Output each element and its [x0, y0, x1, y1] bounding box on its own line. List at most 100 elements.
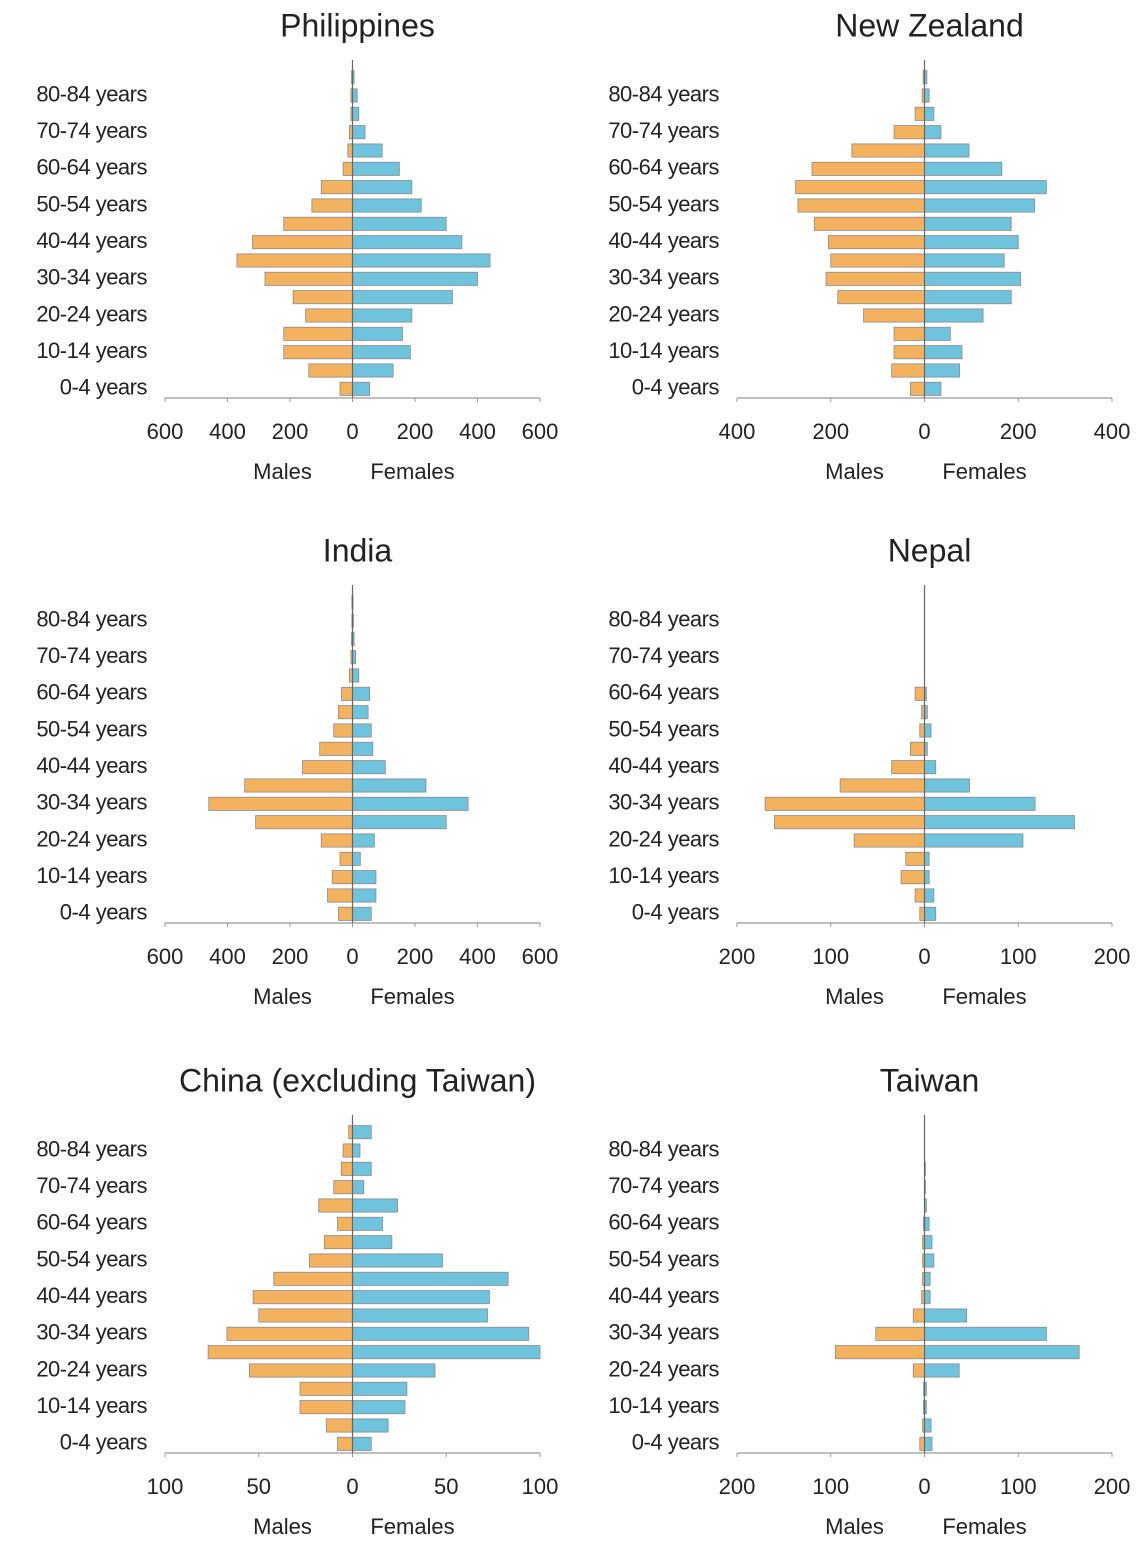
y-tick-label: 0-4 years	[632, 375, 720, 400]
bar	[352, 1253, 443, 1268]
bar	[352, 1216, 383, 1231]
bar	[318, 1198, 353, 1213]
y-tick-label: 60-64 years	[608, 155, 719, 180]
series-label: Females	[942, 984, 1026, 1009]
x-tick-label: 0	[346, 944, 358, 969]
bar	[352, 290, 453, 305]
bar	[924, 235, 1019, 250]
bar	[912, 1308, 925, 1323]
bar	[352, 870, 377, 885]
bar	[323, 1235, 353, 1250]
y-tick-label: 0-4 years	[60, 900, 148, 925]
bar	[797, 198, 925, 213]
y-tick-label: 10-14 years	[608, 863, 719, 888]
bar	[924, 1290, 931, 1305]
y-tick-label: 60-64 years	[608, 1210, 719, 1235]
y-tick-label: 70-74 years	[608, 118, 719, 143]
bar	[352, 851, 361, 866]
bar	[875, 1326, 925, 1341]
bar	[893, 326, 925, 341]
bar	[352, 253, 491, 268]
bar	[337, 1436, 353, 1451]
bar	[914, 888, 925, 903]
y-tick-label: 40-44 years	[608, 753, 719, 778]
bar	[248, 1363, 353, 1378]
x-tick-label: 100	[522, 1474, 559, 1499]
y-tick-label: 30-34 years	[608, 790, 719, 815]
bar	[924, 88, 930, 103]
x-tick-label: 0	[918, 419, 930, 444]
bar	[352, 1271, 509, 1286]
x-tick-label: 600	[147, 419, 184, 444]
bar	[352, 1125, 372, 1140]
bar	[352, 198, 422, 213]
bar	[924, 870, 930, 885]
bar	[825, 271, 925, 286]
bar	[924, 851, 930, 866]
x-tick-label: 600	[522, 419, 559, 444]
bar	[830, 253, 925, 268]
y-tick-label: 10-14 years	[36, 338, 147, 363]
bar	[333, 1180, 353, 1195]
x-tick-label: 200	[1000, 419, 1037, 444]
bar	[352, 686, 371, 701]
y-tick-label: 70-74 years	[608, 643, 719, 668]
bar	[283, 216, 353, 231]
bar	[352, 180, 413, 195]
y-tick-label: 50-54 years	[608, 1246, 719, 1271]
bar	[308, 363, 353, 378]
bar	[795, 180, 925, 195]
y-tick-label: 30-34 years	[36, 790, 147, 815]
x-tick-label: 0	[346, 419, 358, 444]
bar	[283, 326, 353, 341]
y-tick-label: 10-14 years	[36, 863, 147, 888]
bar	[308, 1253, 353, 1268]
bar	[764, 796, 925, 811]
bar	[924, 180, 1047, 195]
bar	[352, 668, 360, 683]
y-tick-label: 50-54 years	[36, 191, 147, 216]
chart-title: China (excluding Taiwan)	[179, 1062, 536, 1098]
bar	[924, 1418, 932, 1433]
bar	[924, 1345, 1080, 1360]
bar	[283, 345, 353, 360]
bar	[893, 125, 925, 140]
bar	[339, 851, 353, 866]
y-tick-label: 80-84 years	[36, 1136, 147, 1161]
bar	[299, 1381, 353, 1396]
bar	[924, 161, 1003, 176]
bar	[352, 1363, 436, 1378]
bar	[924, 308, 984, 323]
x-tick-label: 200	[719, 944, 756, 969]
bar	[924, 833, 1024, 848]
x-tick-label: 400	[459, 419, 496, 444]
bar	[924, 125, 942, 140]
y-tick-label: 30-34 years	[36, 265, 147, 290]
bar	[352, 345, 411, 360]
bar	[924, 216, 1012, 231]
series-label: Females	[370, 459, 454, 484]
bar	[352, 143, 383, 158]
bar	[299, 1400, 353, 1415]
bar	[320, 833, 353, 848]
y-tick-label: 40-44 years	[36, 228, 147, 253]
bar	[924, 906, 937, 921]
y-tick-label: 80-84 years	[608, 606, 719, 631]
y-tick-label: 20-24 years	[608, 826, 719, 851]
x-tick-label: 600	[147, 944, 184, 969]
x-tick-label: 50	[247, 1474, 271, 1499]
series-label: Males	[825, 459, 884, 484]
y-tick-label: 60-64 years	[36, 155, 147, 180]
bar	[337, 1216, 353, 1231]
bar	[339, 381, 353, 396]
bar	[352, 363, 394, 378]
bar	[910, 741, 925, 756]
series-label: Males	[253, 1514, 312, 1539]
bar	[924, 1235, 933, 1250]
bar	[352, 1198, 398, 1213]
bar	[352, 723, 372, 738]
bar	[924, 1216, 930, 1231]
x-tick-label: 100	[1000, 944, 1037, 969]
bar	[912, 1363, 925, 1378]
x-tick-label: 400	[209, 419, 246, 444]
